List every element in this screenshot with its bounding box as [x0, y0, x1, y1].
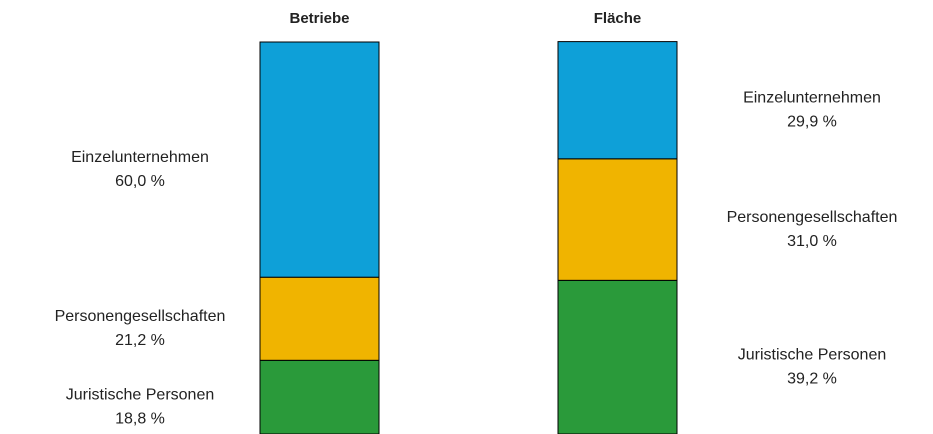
data-label: 21,2 % [115, 332, 165, 349]
bar-segment [557, 41, 678, 160]
segment-name: Juristische Personen [66, 386, 215, 403]
data-label: 18,8 % [115, 410, 165, 427]
category-label: Fläche [594, 10, 642, 27]
bar-segment [557, 279, 678, 434]
segment-name: Einzelunternehmen [71, 149, 209, 166]
category-label: Betriebe [289, 10, 349, 27]
segment-name: Personengesellschaften [727, 209, 898, 226]
segment-name: Juristische Personen [738, 346, 887, 363]
bar-segment [557, 158, 678, 281]
bar-segment [259, 276, 380, 361]
segment-name: Einzelunternehmen [743, 89, 881, 106]
bar-segment [259, 359, 380, 434]
data-label: 31,0 % [787, 233, 837, 250]
segment-name: Personengesellschaften [55, 308, 226, 325]
data-label: 60,0 % [115, 173, 165, 190]
bar-segment [259, 41, 380, 278]
data-label: 29,9 % [787, 113, 837, 130]
data-label: 39,2 % [787, 370, 837, 387]
